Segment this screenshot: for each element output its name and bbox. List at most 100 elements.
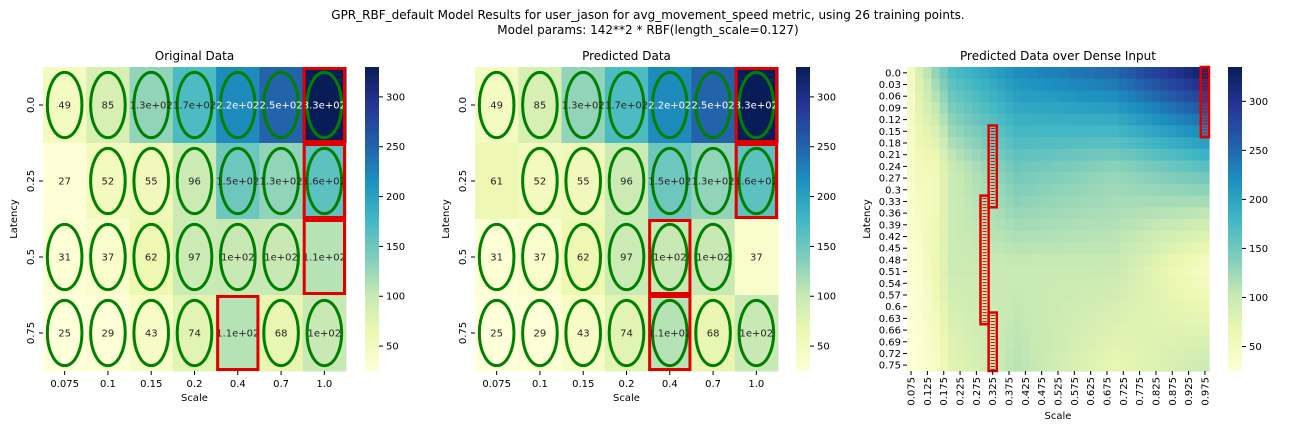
dense-heatmap-cell [1045, 242, 1055, 255]
dense-heatmap-cell [1021, 242, 1031, 255]
dense-heatmap-cell [1111, 265, 1120, 279]
original-cell-value-label: 1.5e+02 [216, 177, 259, 188]
dense-heatmap-cell [1053, 289, 1063, 302]
dense-heatmap-cell [1102, 335, 1112, 349]
predicted-y-tick-label: 0.0 [458, 97, 469, 113]
dense-heatmap-cell [1135, 207, 1145, 220]
dense-heatmap-cell [931, 137, 941, 150]
dense-heatmap-cell [1102, 113, 1112, 127]
dense-heatmap-cell [964, 359, 973, 372]
predicted-cell-value-label: 1.5e+02 [648, 177, 691, 188]
dense-heatmap-cell [1168, 347, 1177, 360]
dense-heatmap-cell [1127, 312, 1137, 325]
dense-heatmap-cell [1135, 324, 1145, 337]
original-y-tick-label: 0.75 [26, 322, 37, 344]
dense-heatmap-cell [1013, 359, 1022, 372]
dense-y-tick-label: 0.63 [879, 314, 901, 325]
dense-heatmap-cell [1037, 359, 1047, 372]
dense-heatmap-cell [955, 289, 965, 302]
dense-heatmap-cell [1192, 359, 1202, 372]
dense-heatmap-cell [980, 160, 990, 173]
dense-heatmap-cell [1021, 347, 1031, 360]
training-point-marker [175, 298, 214, 368]
colorbar-tick-label: 200 [386, 192, 405, 203]
dense-heatmap-cell [955, 148, 965, 162]
dense-heatmap-cell [955, 300, 965, 314]
predicted-heatmap-cell [475, 219, 519, 296]
dense-heatmap-cell [1200, 335, 1210, 349]
dense-heatmap-cell [1013, 113, 1022, 127]
dense-heatmap-cell [931, 90, 941, 103]
dense-y-tick-label: 0.6 [885, 302, 901, 313]
dense-heatmap-cell [1111, 125, 1120, 138]
dense-heatmap-cell [1053, 359, 1063, 372]
predicted-cell-value-label: 37 [534, 253, 547, 264]
dense-x-tick-label: 0.625 [1086, 377, 1097, 406]
predicted-heatmap-cell [648, 219, 692, 296]
dense-heatmap-cell [988, 359, 998, 372]
dense-heatmap-cell [1168, 67, 1177, 80]
dense-heatmap-cell [1029, 183, 1039, 197]
training-point-marker [262, 146, 300, 216]
dense-heatmap-cell [1078, 195, 1088, 208]
dense-heatmap-cell [1168, 300, 1177, 314]
dense-heatmap-cell [1004, 277, 1014, 290]
predicted-cell-value-label: 85 [534, 101, 547, 112]
dense-heatmap-cell [939, 219, 949, 232]
dense-heatmap-cell [1037, 300, 1047, 314]
predicted-heatmap-cell [734, 295, 779, 372]
training-point-marker [650, 146, 689, 216]
dense-heatmap-cell [1135, 90, 1145, 103]
dense-x-tick-label: 0.275 [972, 377, 983, 406]
predicted-heatmap-cell [648, 67, 692, 144]
dense-heatmap-cell [907, 67, 916, 80]
dense-y-tick-label: 0.69 [879, 337, 901, 348]
dense-heatmap-cell [907, 113, 916, 127]
dense-heatmap-cell [1160, 312, 1169, 325]
dense-heatmap-cell [1127, 335, 1137, 349]
dense-heatmap-cell [1013, 300, 1022, 314]
original-chart-title: Original Data [155, 49, 234, 63]
dense-heatmap-cell [907, 277, 916, 290]
dense-y-tick-label: 0.3 [885, 185, 901, 196]
dense-heatmap-cell [1070, 324, 1080, 337]
dense-heatmap-cell [1119, 172, 1128, 185]
dense-heatmap-cell [1070, 160, 1080, 173]
dense-heatmap-cell [1094, 312, 1104, 325]
dense-heatmap-cell [1094, 219, 1104, 232]
dense-heatmap-cell [1119, 335, 1128, 349]
training-point-marker [477, 222, 516, 292]
dense-heatmap-cell [1004, 137, 1014, 150]
dense-heatmap-cell [1013, 148, 1022, 162]
predicted-cell-value-label: 49 [490, 101, 503, 112]
predicted-cell-value-label: 1.3e+02 [691, 177, 734, 188]
dense-heatmap-cell [1029, 324, 1039, 337]
training-point-marker [305, 146, 344, 216]
predicted-cell-value-label: 2.2e+02 [648, 101, 691, 112]
dense-heatmap-cell [1176, 172, 1186, 185]
dense-heatmap-cell [1184, 359, 1194, 372]
dense-heatmap-cell [1192, 125, 1202, 138]
dense-heatmap-cell [923, 265, 933, 279]
dense-heatmap-cell [955, 265, 965, 279]
dense-heatmap-cell [1029, 113, 1039, 127]
dense-heatmap-cell [1086, 67, 1096, 80]
dense-heatmap-cell [988, 90, 998, 103]
dense-heatmap-cell [931, 78, 941, 91]
dense-heatmap-cell [1200, 113, 1210, 127]
dense-heatmap-cell [1086, 335, 1096, 349]
predicted-cell-value-label: 31 [490, 253, 503, 264]
original-cell-value-label: 97 [188, 253, 201, 264]
dense-x-tick-label: 0.925 [1184, 377, 1195, 406]
dense-heatmap-cell [972, 335, 982, 349]
dense-heatmap-cell [1053, 219, 1063, 232]
dense-heatmap-cell [988, 254, 998, 267]
dense-heatmap-cell [1102, 195, 1112, 208]
dense-heatmap-cell [1200, 207, 1210, 220]
dense-heatmap-cell [1135, 160, 1145, 173]
dense-x-tick-label: 0.475 [1037, 377, 1048, 406]
dense-heatmap-cell [1045, 359, 1055, 372]
dense-heatmap-cell [1004, 125, 1014, 138]
training-point-marker [175, 70, 214, 140]
dense-heatmap-cell [972, 172, 982, 185]
